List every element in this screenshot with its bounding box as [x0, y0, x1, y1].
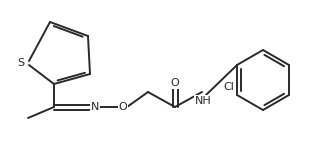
Text: Cl: Cl [224, 82, 234, 92]
Text: N: N [91, 102, 99, 112]
Text: O: O [171, 78, 179, 88]
Text: O: O [119, 102, 128, 112]
Text: S: S [17, 58, 24, 68]
Text: NH: NH [195, 96, 211, 106]
